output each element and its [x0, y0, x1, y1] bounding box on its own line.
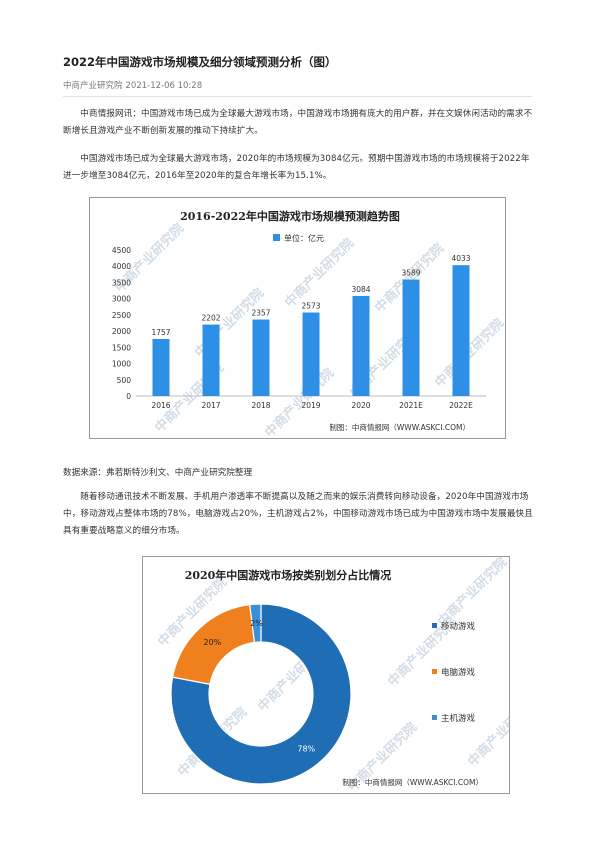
slice-data-label: 2%: [250, 619, 263, 628]
bar-data-label: 3589: [401, 269, 420, 278]
paragraph-intro: 中商情报网讯：中国游戏市场已成为全球最大游戏市场，中国游戏市场拥有庞大的用户群，…: [63, 109, 533, 136]
x-tick-label: 2016: [151, 401, 170, 410]
chart-credit: 制图：中商情报网（WWW.ASKCI.COM）: [342, 777, 483, 787]
article-meta: 中商产业研究院 2021-12-06 10:28: [63, 80, 202, 92]
y-tick-label: 4000: [112, 262, 131, 271]
legend-label: 主机游戏: [441, 713, 476, 724]
y-tick-label: 2000: [112, 327, 131, 336]
x-tick-label: 2018: [251, 401, 270, 410]
bar-data-label: 3084: [351, 285, 370, 294]
donut-series: 78% 20% 2%: [170, 603, 352, 785]
bar: [402, 279, 420, 396]
bar-data-label: 4033: [451, 254, 470, 263]
data-source-note: 数据来源：弗若斯特沙利文、中商产业研究院整理: [63, 468, 253, 478]
x-tick-label: 2020: [351, 401, 370, 410]
legend-swatch: [432, 669, 437, 674]
paragraph-segments: 随着移动通讯技术不断发展、手机用户渗透率不断提高以及随之而来的娱乐消费转向移动设…: [63, 492, 533, 536]
donut-chart-title: 2020年中国游戏市场按类别划分占比情况: [185, 568, 392, 582]
bar: [252, 319, 270, 396]
legend-swatch: [432, 715, 437, 720]
chart-credit: 制图：中商情报网（WWW.ASKCI.COM）: [329, 422, 470, 432]
article-datetime: 2021-12-06 10:28: [125, 81, 203, 91]
x-tick-label: 2019: [301, 401, 320, 410]
bar: [452, 265, 470, 396]
y-tick-label: 2500: [112, 311, 131, 320]
watermark-text: 中商产业研究院: [262, 365, 338, 438]
watermark-text: 中商产业研究院: [282, 235, 358, 311]
bar-chart-figure: 中商产业研究院 中商产业研究院 中商产业研究院 中商产业研究院 中商产业研究院 中商产业研…: [89, 197, 506, 439]
article-title: 2022年中国游戏市场规模及细分领域预测分析（图）: [63, 55, 337, 69]
bar: [352, 295, 370, 396]
x-tick-label: 2021E: [399, 401, 423, 410]
legend-label: 电脑游戏: [441, 667, 476, 678]
article-source[interactable]: 中商产业研究院: [63, 81, 123, 91]
donut-slice: [249, 603, 262, 644]
x-tick-label: 2017: [201, 401, 220, 410]
bar: [302, 312, 320, 396]
legend-label: 单位：亿元: [284, 233, 324, 243]
y-tick-label: 4500: [112, 246, 131, 255]
watermark-text: 中商产业研究院: [435, 557, 509, 630]
y-tick-label: 3000: [112, 295, 131, 304]
bar: [152, 338, 170, 396]
y-tick-label: 3500: [112, 278, 131, 287]
bar-data-label: 2202: [201, 314, 220, 323]
slice-data-label: 78%: [297, 745, 315, 754]
paragraph-market-size: 中国游戏市场已成为全球最大游戏市场，2020年的市场规模为3084亿元。预期中国…: [63, 154, 530, 181]
title-divider: [63, 96, 532, 97]
slice-data-label: 20%: [204, 638, 222, 647]
donut-chart-figure: 中商产业研究院 中商产业研究院 中商产业研究院 中商产业研究院 中商产业研究院 中商产业研…: [142, 556, 510, 794]
watermark-text: 中商产业研究院: [465, 694, 509, 770]
legend-swatch: [273, 234, 280, 241]
legend-swatch: [432, 623, 437, 628]
y-tick-label: 500: [117, 376, 132, 385]
x-tick-label: 2022E: [449, 401, 473, 410]
y-tick-label: 0: [126, 392, 131, 401]
bar-chart-title: 2016-2022年中国游戏市场规模预测趋势图: [180, 209, 400, 223]
bar-data-label: 2357: [251, 309, 270, 318]
bar-data-label: 2573: [301, 302, 320, 311]
bar: [202, 324, 220, 396]
y-tick-label: 1000: [112, 360, 131, 369]
bar-data-label: 1757: [151, 328, 170, 337]
donut-slice: [170, 603, 352, 785]
legend-label: 移动游戏: [441, 621, 476, 632]
bar-series: 1757 2016 2202 2017 2357 2018 2573 2019 3084 2020…: [151, 254, 473, 410]
y-tick-label: 1500: [112, 343, 131, 352]
